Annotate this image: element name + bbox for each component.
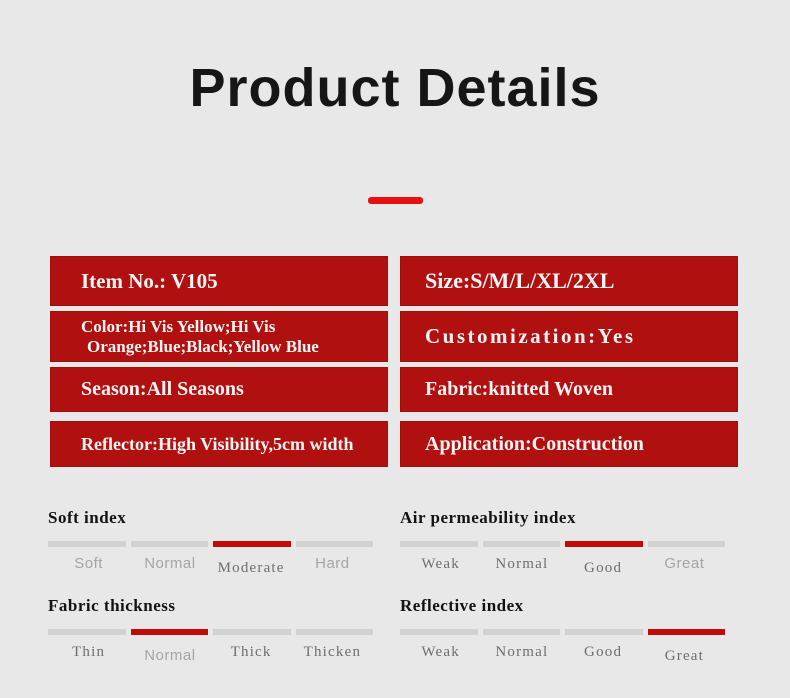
- index-label: Normal: [495, 644, 549, 660]
- index-label-selected: Moderate: [217, 560, 285, 576]
- spec-application-text: Application:Construction: [425, 432, 644, 455]
- spec-column-left: Item No.: V105 Color:Hi Vis Yellow;Hi Vi…: [50, 256, 388, 467]
- spec-boxes-section: Item No.: V105 Color:Hi Vis Yellow;Hi Vi…: [0, 256, 790, 467]
- bar-segment: [213, 629, 291, 635]
- index-reflective-labels: Weak Normal Good Great: [400, 643, 725, 664]
- bar-segment: [482, 629, 560, 635]
- index-reflective-title: Reflective index: [400, 596, 524, 615]
- spec-box-item-no: Item No.: V105: [50, 256, 388, 306]
- bar-segment: [130, 541, 208, 547]
- title-underline-dash: [367, 197, 423, 204]
- spec-color-line1: Color:Hi Vis Yellow;Hi Vis: [81, 316, 276, 336]
- index-air-title: Air permeability index: [400, 508, 576, 527]
- index-thickness-title: Fabric thickness: [48, 596, 176, 615]
- bar-segment-selected: [647, 629, 725, 635]
- index-label: Great: [664, 555, 705, 572]
- spec-fabric-text: Fabric:knitted Woven: [425, 378, 613, 400]
- index-air-bar: [400, 541, 725, 547]
- spec-column-right: Size:S/M/L/XL/2XL Customization:Yes Fabr…: [400, 256, 738, 467]
- index-label: Good: [584, 644, 623, 660]
- spec-customization-text: Customization:Yes: [425, 324, 636, 348]
- spec-box-color: Color:Hi Vis Yellow;Hi Vis Orange;Blue;B…: [50, 311, 388, 362]
- index-label-selected: Normal: [144, 647, 196, 664]
- index-group-soft: Soft index Soft Normal Moderate Hard: [48, 508, 373, 576]
- index-label: Thick: [230, 644, 272, 660]
- spec-box-reflector: Reflector:High Visibility,5cm width: [50, 421, 388, 467]
- index-soft-bar: [48, 541, 373, 547]
- index-column-left: Soft index Soft Normal Moderate Hard Fab…: [48, 509, 373, 685]
- bar-segment-selected: [213, 541, 291, 547]
- index-soft-labels: Soft Normal Moderate Hard: [48, 555, 373, 576]
- index-bars-section: Soft index Soft Normal Moderate Hard Fab…: [0, 509, 790, 685]
- index-reflective-bar: [400, 629, 725, 635]
- bar-segment: [400, 541, 478, 547]
- bar-segment-selected: [130, 629, 208, 635]
- index-label: Thicken: [303, 644, 362, 660]
- spec-box-fabric: Fabric:knitted Woven: [400, 367, 738, 412]
- spec-box-size: Size:S/M/L/XL/2XL: [400, 256, 738, 306]
- spec-color-line2: Orange;Blue;Black;Yellow Blue: [87, 336, 319, 356]
- bar-segment: [647, 541, 725, 547]
- spec-box-customization: Customization:Yes: [400, 311, 738, 362]
- index-label: Thin: [72, 644, 106, 660]
- index-group-reflective: Reflective index Weak Normal Good Great: [400, 596, 725, 664]
- index-group-thickness: Fabric thickness Thin Normal Thick Thick…: [48, 596, 373, 664]
- index-soft-title: Soft index: [48, 508, 127, 527]
- index-label: Normal: [144, 555, 196, 572]
- index-label-selected: Good: [584, 560, 623, 576]
- index-label: Normal: [495, 556, 549, 572]
- bar-segment-selected: [565, 541, 643, 547]
- bar-segment: [482, 541, 560, 547]
- spec-size-text: Size:S/M/L/XL/2XL: [425, 268, 615, 293]
- spec-box-application: Application:Construction: [400, 421, 738, 467]
- index-label: Soft: [74, 555, 103, 572]
- index-label: Weak: [421, 556, 460, 572]
- index-thickness-bar: [48, 629, 373, 635]
- index-group-air: Air permeability index Weak Normal Good …: [400, 508, 725, 576]
- bar-segment: [295, 629, 373, 635]
- spec-season-text: Season:All Seasons: [81, 378, 244, 400]
- bar-segment: [48, 629, 126, 635]
- bar-segment: [295, 541, 373, 547]
- page-title: Product Details: [189, 58, 601, 118]
- bar-segment: [565, 629, 643, 635]
- spec-reflector-text: Reflector:High Visibility,5cm width: [81, 433, 354, 454]
- index-label: Hard: [315, 555, 350, 572]
- bar-segment: [48, 541, 126, 547]
- spec-item-no-text: Item No.: V105: [81, 268, 218, 293]
- index-label-selected: Great: [664, 648, 705, 664]
- index-label: Weak: [421, 644, 460, 660]
- index-thickness-labels: Thin Normal Thick Thicken: [48, 643, 373, 664]
- bar-segment: [400, 629, 478, 635]
- spec-box-season: Season:All Seasons: [50, 367, 388, 412]
- index-column-right: Air permeability index Weak Normal Good …: [400, 509, 725, 685]
- index-air-labels: Weak Normal Good Great: [400, 555, 725, 576]
